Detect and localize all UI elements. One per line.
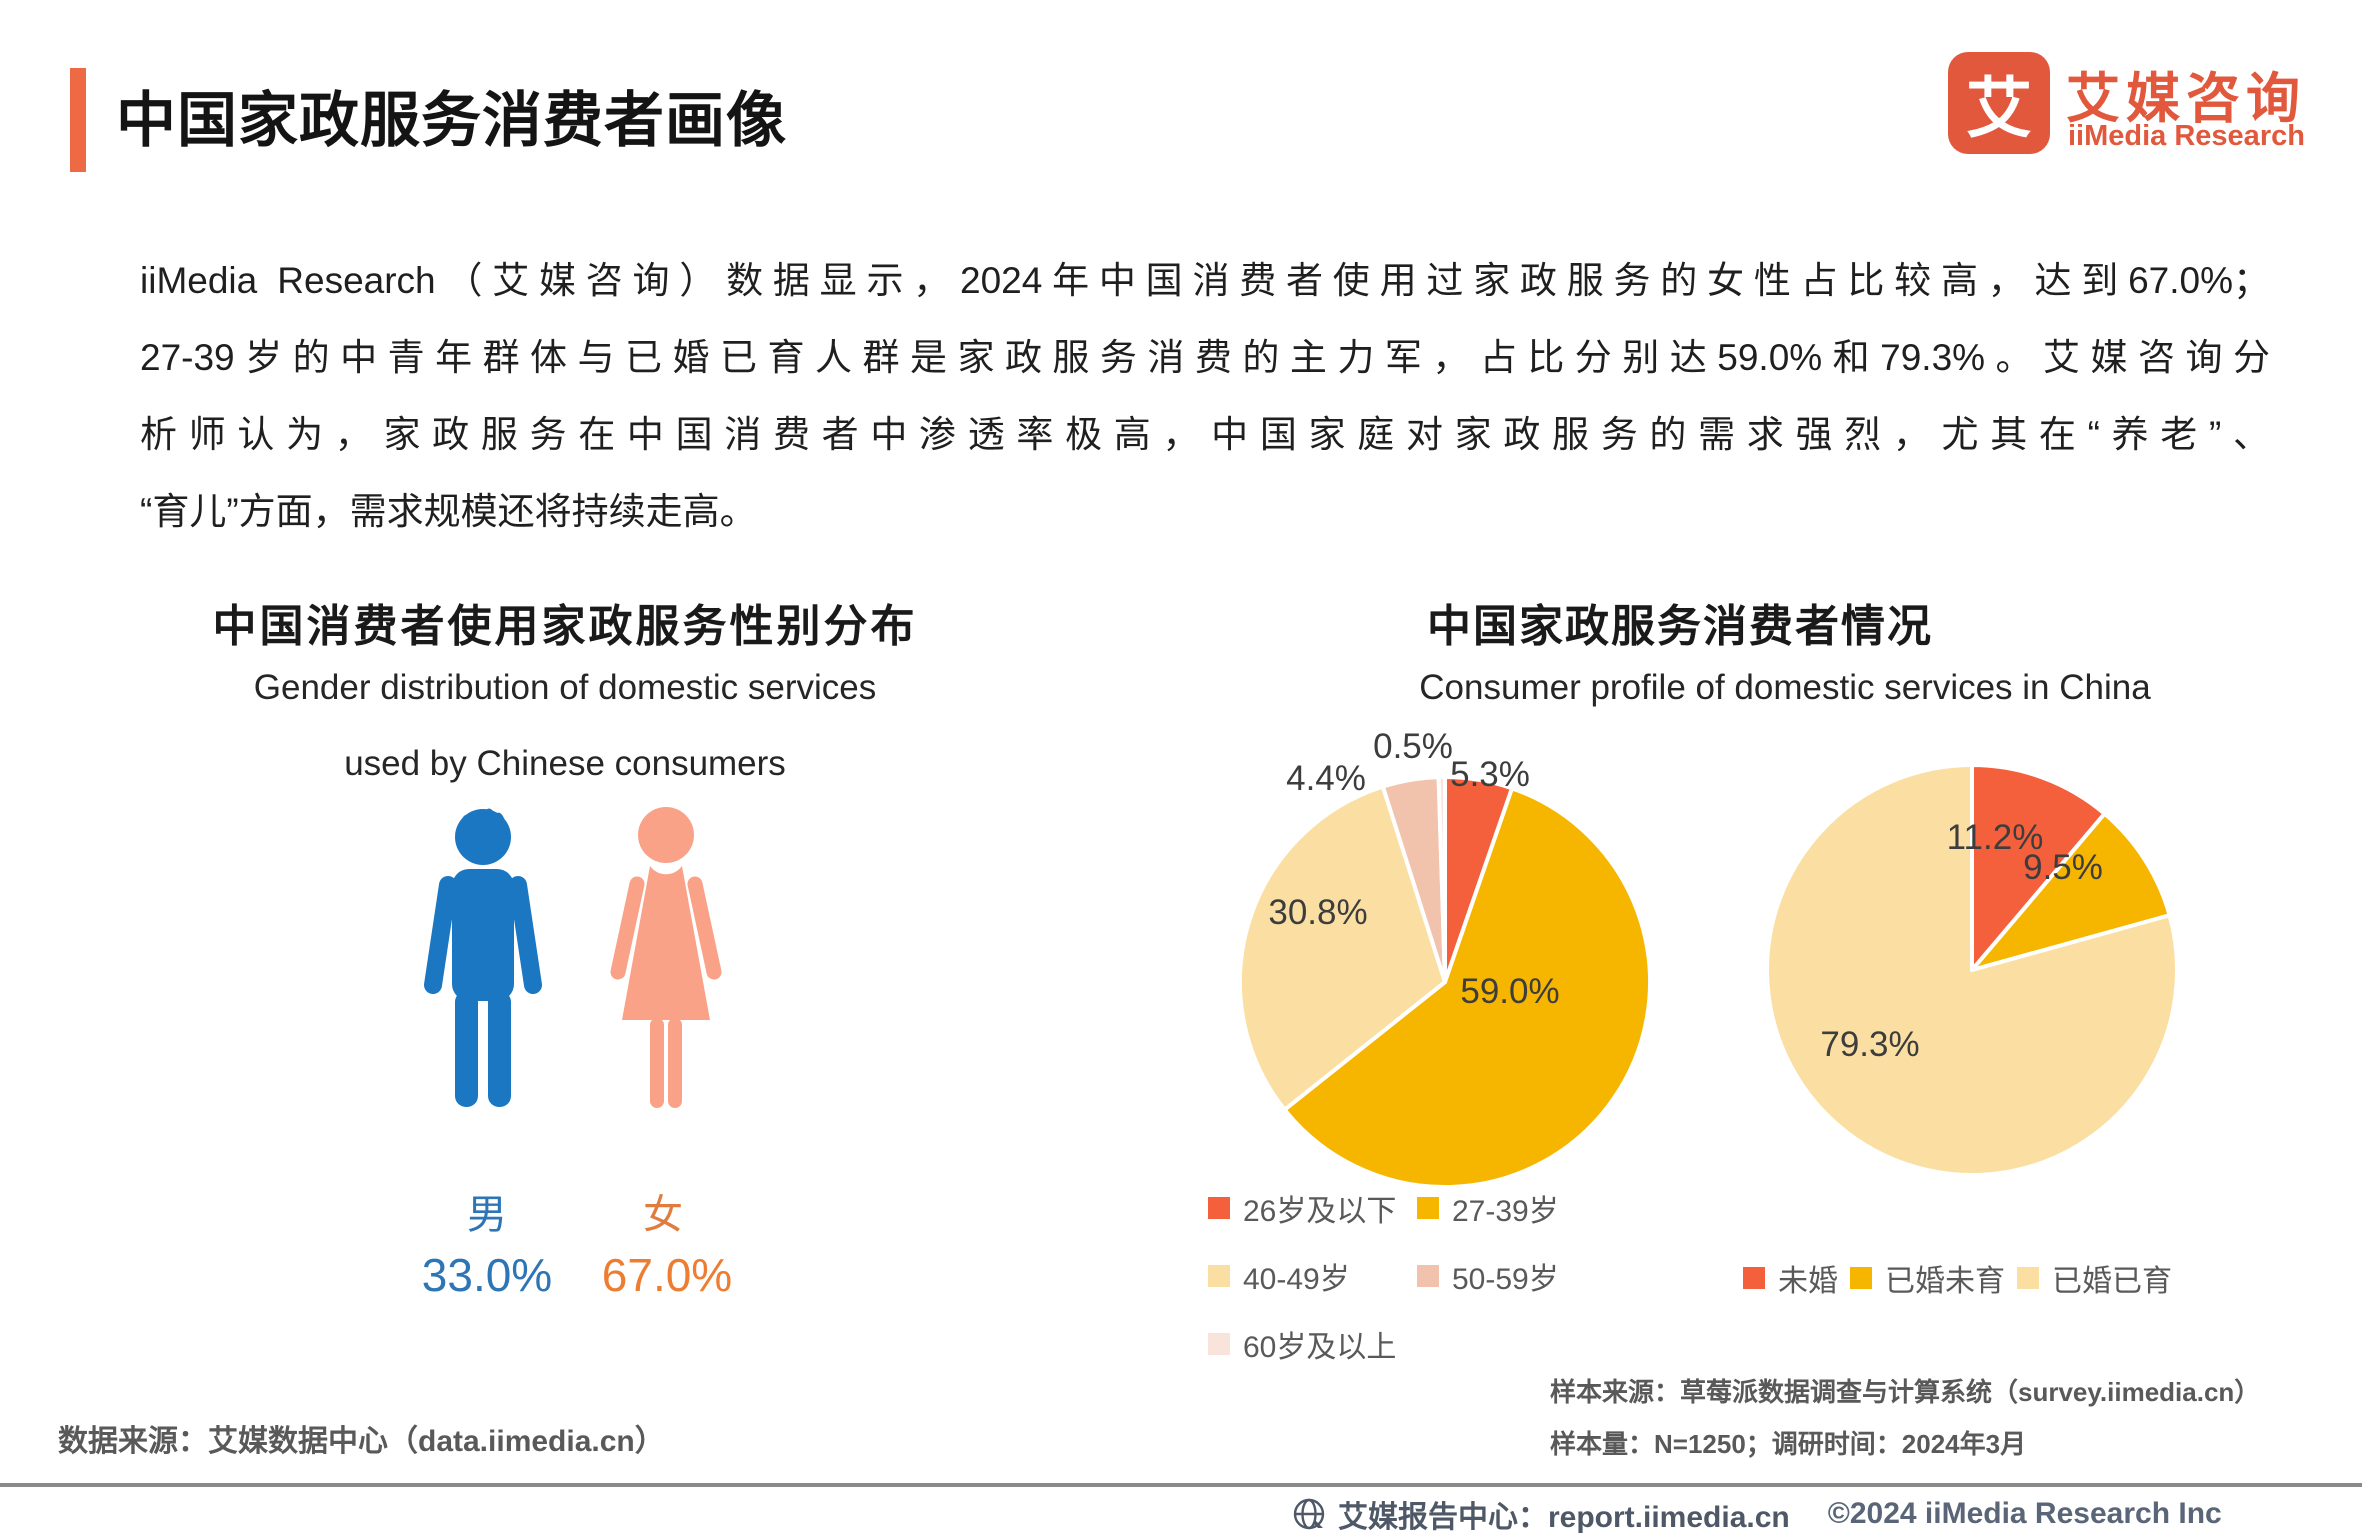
pie-slice-27-39岁: [1282, 786, 1652, 1189]
pie-data-label: 0.5%: [1373, 727, 1453, 766]
legend-swatch-icon: [1208, 1265, 1230, 1287]
logo-name-en: iiMedia Research: [2068, 120, 2305, 152]
pie-data-label: 11.2%: [1946, 818, 2044, 857]
intro-line: iiMedia Research（艾媒咨询）数据显示，2024年中国消费者使用过…: [140, 260, 2270, 301]
legend-swatch-icon: [1743, 1267, 1765, 1289]
gender-chart-title: 中国消费者使用家政服务性别分布: [212, 602, 918, 651]
gender-chart-subtitle-line2: used by Chinese consumers: [344, 744, 786, 783]
legend-label: 未婚: [1778, 1265, 1838, 1298]
pie-data-label: 5.3%: [1450, 755, 1530, 794]
legend-label: 已婚未育: [1885, 1265, 2005, 1298]
iimedia-logo: 艾 艾媒咨询 iiMedia Research: [1948, 52, 2348, 172]
male-label: 男: [467, 1193, 507, 1237]
legend-item-40-49岁: 40-49岁: [1208, 1254, 1417, 1298]
male-figure-icon: [424, 808, 542, 1107]
legend-label: 40-49岁: [1243, 1263, 1350, 1296]
marital-pie-legend: 未婚 已婚未育 已婚已育: [1743, 1256, 2172, 1300]
logo-name-cn: 艾媒咨询: [2066, 69, 2306, 129]
legend-item-50-59岁: 50-59岁: [1417, 1254, 1559, 1298]
pie-data-label: 9.5%: [2023, 848, 2103, 887]
gender-chart-subtitle-line1: Gender distribution of domestic services: [253, 668, 877, 707]
legend-label: 27-39岁: [1452, 1195, 1559, 1228]
legend-item-已婚已育: 已婚已育: [2017, 1256, 2172, 1300]
female-percentage: 67.0%: [601, 1249, 733, 1301]
pie-data-label: 59.0%: [1460, 972, 1560, 1011]
intro-paragraph: iiMedia Research（艾媒咨询）数据显示，2024年中国消费者使用过…: [140, 242, 2270, 550]
age-pie-chart: [1237, 775, 1652, 1189]
profile-section-subtitle: Consumer profile of domestic services in…: [1419, 668, 2151, 707]
legend-item-60岁及以上: 60岁及以上: [1208, 1322, 1417, 1366]
legend-swatch-icon: [1208, 1333, 1230, 1355]
legend-swatch-icon: [1417, 1197, 1439, 1219]
legend-label: 26岁及以下: [1243, 1195, 1397, 1228]
profile-section-title: 中国家政服务消费者情况: [1427, 602, 1933, 651]
intro-line: 析师认为，家政服务在中国消费者中渗透率极高，中国家庭对家政服务的需求强烈，尤其在…: [140, 414, 2270, 455]
globe-icon: [1293, 1498, 1325, 1530]
footer: 艾媒报告中心：report.iimedia.cn ©2024 iiMedia R…: [1292, 1492, 2222, 1535]
age-pie-container: 5.3% 59.0% 30.8% 4.4% 0.5%: [1225, 727, 1665, 1197]
legend-item-未婚: 未婚: [1743, 1256, 1838, 1300]
legend-label: 60岁及以上: [1243, 1331, 1397, 1364]
pie-slice-已婚未育: [1970, 811, 2172, 972]
page-title: 中国家政服务消费者画像: [116, 87, 787, 154]
copyright: ©2024 iiMedia Research Inc: [1827, 1497, 2222, 1530]
pie-data-label: 30.8%: [1268, 893, 1368, 932]
pie-slice-未婚: [1970, 763, 2107, 972]
sample-size: 样本量：N=1250；调研时间：2024年3月: [1550, 1429, 2027, 1459]
age-pie-legend: 26岁及以下 27-39岁 40-49岁 50-59岁 60岁及以上: [1208, 1186, 1559, 1366]
legend-label: 50-59岁: [1452, 1263, 1559, 1296]
legend-item-26岁及以下: 26岁及以下: [1208, 1186, 1417, 1230]
pie-data-label: 79.3%: [1820, 1025, 1920, 1064]
intro-line: 27-39岁的中青年群体与已婚已育人群是家政服务消费的主力军，占比分别达59.0…: [140, 337, 2270, 378]
pie-slice-60岁及以上: [1436, 775, 1447, 984]
pie-data-label: 4.4%: [1286, 759, 1366, 798]
pie-slice-40-49岁: [1237, 784, 1447, 1112]
marital-pie-container: 11.2% 9.5% 79.3%: [1752, 745, 2192, 1185]
footer-divider: [0, 1483, 2362, 1487]
female-figure-icon: [610, 807, 722, 1108]
pie-slice-已婚已育: [1765, 763, 2179, 1177]
legend-item-已婚未育: 已婚未育: [1850, 1256, 2005, 1300]
marital-pie-chart: [1765, 763, 2179, 1177]
legend-swatch-icon: [1417, 1265, 1439, 1287]
male-percentage: 33.0%: [421, 1249, 553, 1301]
intro-line: “育儿”方面，需求规模还将持续走高。: [140, 491, 757, 532]
title-accent-bar: [70, 68, 86, 172]
report-center-label: 艾媒报告中心：report.iimedia.cn: [1338, 1501, 1790, 1534]
legend-swatch-icon: [1850, 1267, 1872, 1289]
sample-source: 样本来源：草莓派数据调查与计算系统（survey.iimedia.cn）: [1550, 1377, 2261, 1407]
legend-item-27-39岁: 27-39岁: [1417, 1186, 1559, 1230]
legend-label: 已婚已育: [2052, 1265, 2172, 1298]
female-label: 女: [643, 1193, 683, 1237]
legend-swatch-icon: [2017, 1267, 2039, 1289]
iimedia-logo-icon: 艾: [1948, 52, 2050, 154]
legend-swatch-icon: [1208, 1197, 1230, 1219]
data-source-left: 数据来源：艾媒数据中心（data.iimedia.cn）: [58, 1425, 665, 1458]
